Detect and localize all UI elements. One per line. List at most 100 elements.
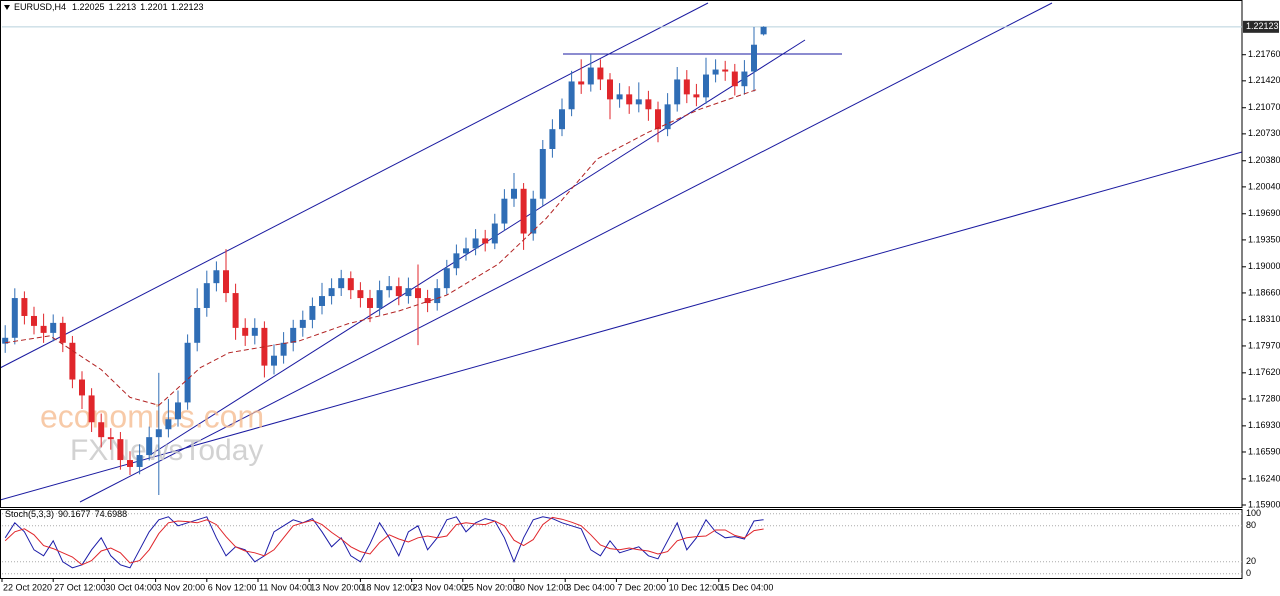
candle-body: [405, 288, 412, 297]
candle-body: [319, 296, 325, 306]
candle-body: [559, 109, 565, 130]
menu-arrow[interactable]: [4, 5, 10, 10]
candle-body: [309, 305, 316, 320]
candle-body: [549, 129, 556, 149]
candle-body: [530, 198, 537, 234]
candle-body: [40, 325, 47, 333]
candle-body: [616, 94, 623, 100]
trend-line: [0, 151, 1243, 501]
trend-line: [79, 2, 1053, 503]
price-label: 1.22123: [1246, 21, 1279, 31]
x-tick-label: 7 Dec 20:00: [617, 582, 666, 592]
candle-body: [712, 69, 719, 75]
candle-body: [703, 74, 709, 98]
x-tick-label: 10 Dec 12:00: [669, 582, 723, 592]
x-tick-label: 11 Nov 04:00: [259, 582, 312, 592]
indicator-name: Stoch(5,3,3): [5, 509, 54, 519]
candle-body: [213, 270, 220, 284]
x-tick-label: 22 Oct 2020: [3, 582, 52, 592]
x-tick-label: 15 Dec 04:00: [720, 582, 774, 592]
y-tick-label: 1.19690: [1248, 208, 1280, 218]
y-tick-label: 1.16930: [1248, 420, 1280, 430]
y-tick-label: 1.18310: [1248, 314, 1280, 324]
candle-body: [626, 94, 633, 105]
candle-body: [127, 460, 133, 467]
candle-body: [731, 71, 738, 87]
candle-body: [50, 322, 57, 333]
candle-body: [223, 270, 229, 294]
y-tick-label: 1.20730: [1248, 128, 1280, 138]
candle-body: [578, 81, 585, 85]
y-tick-label: 1.19350: [1248, 234, 1280, 244]
candle-body: [751, 44, 757, 72]
watermark: FXNewsToday: [70, 434, 263, 467]
candle-body: [491, 223, 498, 244]
candle-body: [367, 298, 373, 308]
indicator-tick-label: 20: [1246, 556, 1256, 566]
x-tick-label: 27 Oct 12:00: [54, 582, 106, 592]
candle-body: [568, 81, 575, 110]
y-tick-label: 1.17970: [1248, 340, 1280, 350]
open: 1.22025: [72, 2, 105, 12]
y-tick-label: 1.21420: [1248, 75, 1280, 85]
candle-body: [607, 79, 613, 100]
x-tick-label: 3 Nov 20:00: [157, 582, 206, 592]
candle-body: [117, 439, 124, 461]
candle-body: [251, 327, 258, 336]
candle-body: [203, 283, 210, 308]
candle-body: [376, 290, 383, 308]
candle-body: [443, 268, 450, 289]
y-tick-label: 1.21760: [1248, 49, 1280, 59]
candle-body: [271, 355, 277, 366]
candle-body: [2, 337, 9, 344]
channel-line: [0, 2, 709, 369]
y-tick-label: 1.21070: [1248, 102, 1280, 112]
chart-header: EURUSD,H4 1.22025 1.2213 1.2201 1.22123: [14, 2, 204, 12]
y-tick-label: 1.17280: [1248, 393, 1280, 403]
moving-average: [5, 88, 758, 406]
candle-body: [693, 94, 700, 98]
y-tick-label: 1.18660: [1248, 287, 1280, 297]
candle-body: [683, 79, 690, 95]
candle-body: [165, 419, 172, 430]
candle-body: [107, 437, 114, 440]
symbol: EURUSD,H4: [14, 2, 66, 12]
candle-body: [79, 379, 85, 396]
x-tick-label: 23 Nov 04:00: [413, 582, 467, 592]
x-tick-label: 18 Nov 12:00: [361, 582, 415, 592]
candle-body: [280, 342, 287, 356]
candle-body: [146, 437, 153, 456]
candle-body: [69, 342, 76, 380]
plot-frame: [0, 0, 1243, 508]
candle-body: [511, 188, 517, 199]
candle-body: [415, 288, 421, 299]
y-tick-label: 1.20040: [1248, 181, 1280, 191]
candle-body: [175, 402, 181, 420]
candle-body: [635, 99, 642, 105]
candle-body: [520, 188, 527, 234]
candle-body: [395, 286, 402, 297]
candle-body: [357, 290, 364, 299]
candle-body: [328, 288, 335, 297]
candle-body: [760, 26, 767, 35]
candle-body: [59, 322, 66, 343]
y-tick-label: 1.16590: [1248, 446, 1280, 456]
candle-body: [645, 99, 652, 110]
candle-body: [674, 79, 681, 105]
candle-body: [722, 69, 729, 72]
candle-body: [434, 288, 441, 304]
x-tick-label: 30 Nov 12:00: [515, 582, 569, 592]
candle-body: [88, 395, 95, 423]
stochastic-line: [4, 516, 764, 569]
candle-body: [136, 455, 143, 467]
candle-body: [501, 198, 508, 224]
indicator-header: Stoch(5,3,3) 90.1677 74.6988: [5, 509, 127, 519]
candle-body: [664, 104, 671, 130]
candle-body: [338, 278, 345, 289]
candle-body: [472, 238, 479, 249]
candle-body: [386, 286, 393, 291]
y-tick-label: 1.20380: [1248, 155, 1280, 165]
